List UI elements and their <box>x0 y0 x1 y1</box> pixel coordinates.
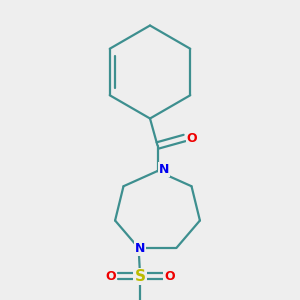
Text: S: S <box>135 269 146 284</box>
Text: O: O <box>106 270 116 283</box>
Text: O: O <box>187 131 197 145</box>
Text: N: N <box>135 242 145 255</box>
Text: O: O <box>164 270 175 283</box>
Text: N: N <box>159 163 169 176</box>
